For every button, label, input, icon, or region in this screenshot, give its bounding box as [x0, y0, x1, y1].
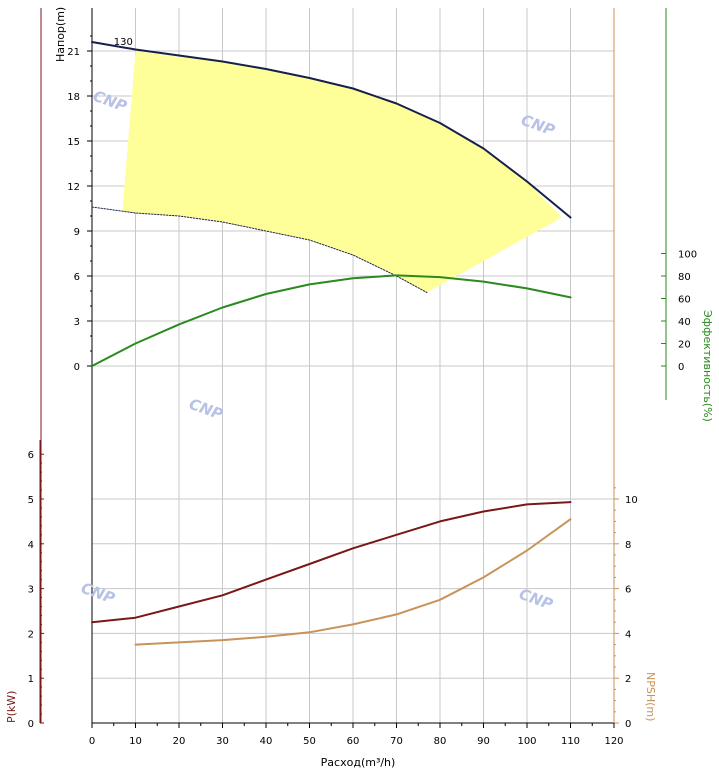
- npsh-tick-label: 0: [625, 719, 631, 730]
- x-tick-label: 50: [303, 736, 316, 747]
- watermark: CNP: [517, 585, 556, 614]
- power-tick-label: 5: [28, 495, 34, 506]
- power-curve: [91, 501, 572, 624]
- efficiency-tick-label: 20: [678, 340, 691, 351]
- npsh-tick-label: 8: [625, 540, 631, 551]
- x-tick-label: 40: [260, 736, 273, 747]
- x-tick-label: 90: [477, 736, 490, 747]
- power-tick-label: 1: [28, 674, 34, 685]
- efficiency-tick-label: 0: [678, 362, 684, 373]
- watermark: CNP: [91, 87, 130, 116]
- power-tick-label: 6: [28, 450, 34, 461]
- power-tick-label: 0: [28, 719, 34, 730]
- x-tick-label: 120: [604, 736, 623, 747]
- npsh-tick-label: 2: [625, 674, 631, 685]
- efficiency-axis-title: Эффективность(%): [701, 310, 714, 422]
- x-tick-label: 70: [390, 736, 403, 747]
- power-axis-title: P(kW): [5, 691, 18, 723]
- head-min-curve: [91, 206, 428, 293]
- watermark: CNP: [79, 579, 118, 608]
- head-tick-label: 9: [74, 227, 80, 238]
- head-tick-label: 15: [67, 137, 80, 148]
- power-tick-label: 2: [28, 629, 34, 640]
- x-tick-label: 60: [347, 736, 360, 747]
- efficiency-tick-label: 100: [678, 250, 697, 261]
- watermark: CNP: [519, 111, 558, 140]
- head-tick-label: 0: [74, 362, 80, 373]
- x-axis-title: Расход(m³/h): [321, 756, 396, 769]
- npsh-tick-label: 10: [625, 495, 638, 506]
- power-tick-label: 4: [28, 540, 34, 551]
- efficiency-tick-label: 80: [678, 272, 691, 283]
- x-tick-label: 80: [434, 736, 447, 747]
- power-tick-label: 3: [28, 585, 34, 596]
- head-curve: [91, 41, 572, 219]
- head-tick-label: 3: [74, 317, 80, 328]
- head-tick-label: 21: [67, 47, 80, 58]
- x-tick-label: 100: [517, 736, 536, 747]
- head-tick-label: 18: [67, 92, 80, 103]
- npsh-axis-title: NPSH(m): [644, 672, 657, 721]
- efficiency-tick-label: 60: [678, 295, 691, 306]
- x-tick-label: 20: [173, 736, 186, 747]
- efficiency-curve: [91, 274, 572, 367]
- head-axis-title: Напор(m): [54, 7, 67, 62]
- head-tick-label: 12: [67, 182, 80, 193]
- x-tick-label: 10: [129, 736, 142, 747]
- npsh-tick-label: 6: [625, 585, 631, 596]
- impeller-label: 130: [114, 37, 133, 48]
- operating-region: [122, 51, 562, 293]
- efficiency-tick-label: 40: [678, 317, 691, 328]
- watermark: CNP: [187, 395, 226, 424]
- x-tick-label: 0: [89, 736, 95, 747]
- head-tick-label: 6: [74, 272, 80, 283]
- x-tick-label: 30: [216, 736, 229, 747]
- x-tick-label: 110: [561, 736, 580, 747]
- npsh-curve: [134, 518, 572, 646]
- npsh-tick-label: 4: [625, 629, 631, 640]
